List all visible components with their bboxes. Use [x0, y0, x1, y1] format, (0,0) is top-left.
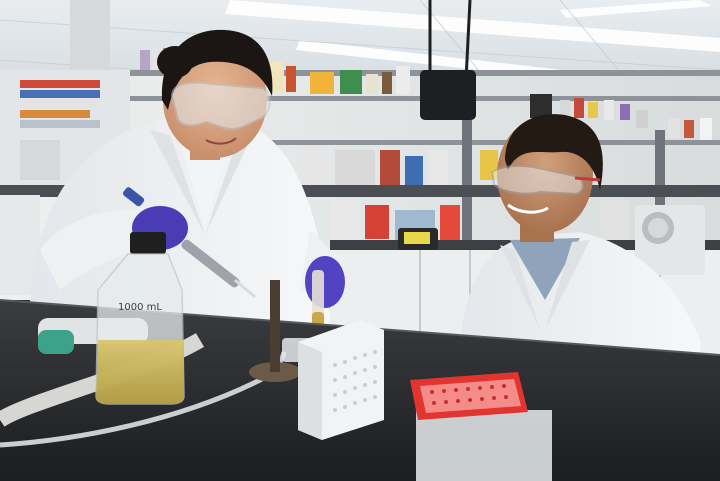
tube-rack — [298, 320, 384, 440]
hanging-fixture — [420, 0, 476, 120]
bottle-volume-label: 1000 mL — [118, 302, 162, 313]
pipette-icon — [123, 187, 256, 299]
media-bottle: 1000 mL — [95, 232, 185, 405]
safety-goggles-icon — [170, 81, 271, 131]
safety-glasses-icon — [490, 164, 601, 196]
pipette-tip-box — [410, 372, 552, 481]
